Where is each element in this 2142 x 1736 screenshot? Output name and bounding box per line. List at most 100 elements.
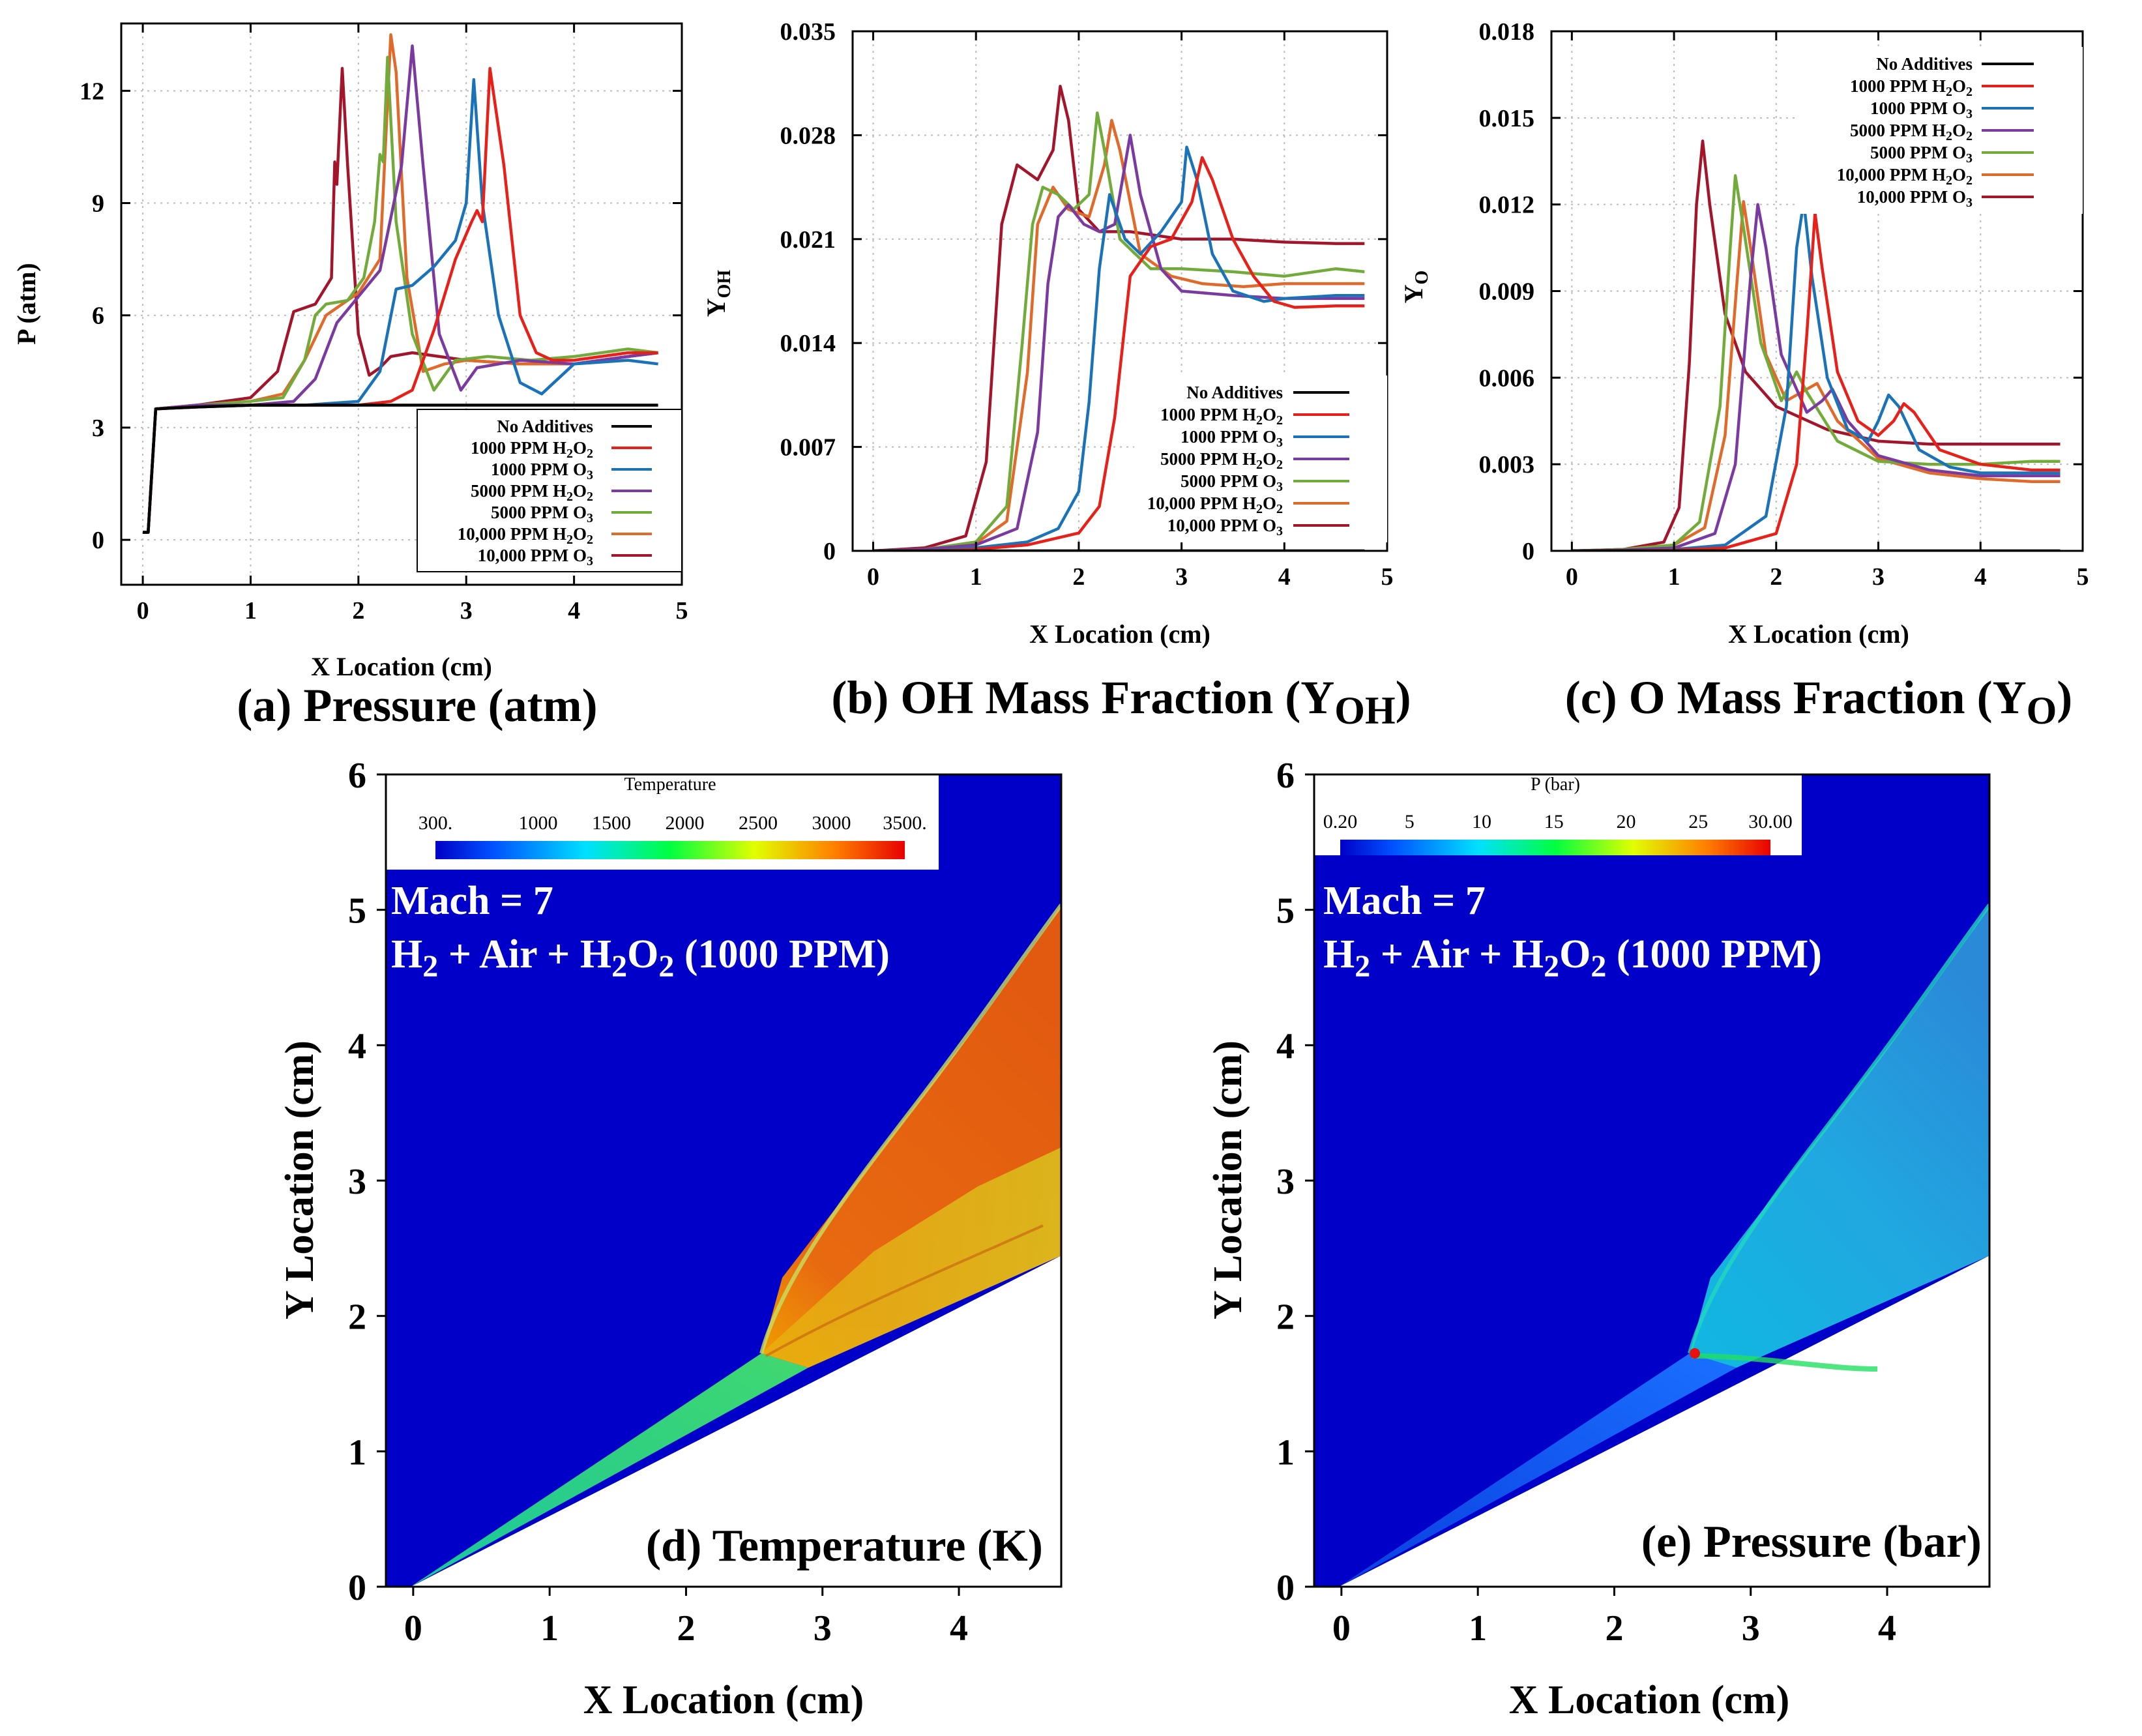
panel-b-ticks: 0 1 2 3 4 5 0 0.007 0.014 0.021 0.028 0.035 <box>780 18 1394 591</box>
x-tick-label: 0 <box>404 1608 422 1649</box>
triple-point-ridge <box>1692 1353 1878 1372</box>
panel-e-colorbar: P (bar) 0.20 5 10 15 20 25 30.00 <box>1314 774 1802 855</box>
triple-point-hotspot <box>1690 1348 1700 1359</box>
y-tick-label: 0.009 <box>1479 278 1535 306</box>
panel-a-caption: (a) Pressure (atm) <box>237 679 597 731</box>
x-tick-label: 4 <box>950 1608 968 1649</box>
colorbar-tick-label: 15 <box>1544 811 1564 832</box>
y-tick-label: 9 <box>92 190 104 218</box>
series-line <box>873 156 1365 551</box>
y-tick-label: 0 <box>348 1568 366 1608</box>
y-tick-label: 0.006 <box>1479 364 1535 392</box>
x-tick-label: 0 <box>867 563 879 591</box>
y-tick-label: 0.028 <box>780 122 836 149</box>
series-line <box>873 119 1365 551</box>
slip-line <box>765 1224 1044 1357</box>
series-line <box>1572 211 2061 551</box>
x-tick-label: 1 <box>244 597 257 625</box>
x-tick-label: 0 <box>1566 563 1578 591</box>
panel-d-caption: (d) Temperature (K) <box>646 1521 1043 1571</box>
y-tick-label: 0.003 <box>1479 451 1535 478</box>
x-tick-label: 3 <box>1175 563 1188 591</box>
series-line <box>1572 199 2061 551</box>
series-line <box>1572 203 2061 551</box>
y-tick-label: 2 <box>348 1297 366 1338</box>
colorbar-tick-label: 1000 <box>519 812 558 834</box>
panel-d-mixture-label: H2 + Air + H2O2 (1000 PPM) <box>391 932 890 984</box>
panel-b-oh-mass-fraction: 0 1 2 3 4 5 0 0.007 0.014 0.021 0.028 0.035 No Addi… <box>701 18 1411 732</box>
legend-label: 5000 PPM O3 <box>491 503 593 525</box>
x-tick-label: 3 <box>460 597 473 625</box>
panel-c-o-mass-fraction: 0 1 2 3 4 5 0 0.003 0.006 0.009 0.012 0.015 0.018 No… <box>1399 18 2089 732</box>
oblique-shock-region <box>411 1353 808 1587</box>
colorbar-tick-label: 0.20 <box>1323 811 1358 832</box>
panel-d-ylabel: Y Location (cm) <box>278 1040 322 1319</box>
series-line <box>873 85 1365 551</box>
panel-e-pressure-field: P (bar)0.20 5 10 15 20 25 30.00 Mach = 7 H2 + … <box>1206 756 1991 1722</box>
panel-a-frame <box>120 22 683 586</box>
colorbar-tick-label: 1500 <box>592 812 631 834</box>
x-tick-label: 4 <box>1878 1608 1896 1649</box>
colorbar-tick-label: 3500. <box>883 812 927 834</box>
y-tick-label: 5 <box>1276 891 1295 932</box>
x-tick-label: 3 <box>1742 1608 1760 1649</box>
legend-label: 1000 PPM H2O2 <box>471 438 593 461</box>
legend-box <box>1799 47 2083 214</box>
x-tick-label: 1 <box>540 1608 559 1649</box>
panel-c-lines <box>1572 140 2061 551</box>
y-tick-label: 0.014 <box>780 330 836 357</box>
y-tick-label: 6 <box>1276 756 1295 796</box>
panel-b-frame <box>851 30 1388 552</box>
colorbar-title: Temperature <box>624 774 716 795</box>
y-tick-label: 4 <box>1276 1026 1295 1067</box>
legend-label: 5000 PPM H2O2 <box>471 481 593 504</box>
lower-hot-region <box>761 1147 1061 1368</box>
colorbar-tick-label: 30.00 <box>1748 811 1793 832</box>
y-tick-label: 5 <box>348 891 366 932</box>
colorbar-tick-label: 25 <box>1688 811 1708 832</box>
series-line <box>1572 174 2061 551</box>
y-tick-label: 3 <box>92 415 104 442</box>
y-tick-label: 0.007 <box>780 434 836 462</box>
y-tick-label: 2 <box>1276 1297 1295 1338</box>
legend-label: 10,000 PPM O3 <box>1857 187 1973 210</box>
x-tick-label: 0 <box>1332 1608 1351 1649</box>
y-tick-label: 3 <box>1276 1162 1295 1202</box>
y-tick-label: 3 <box>348 1162 366 1202</box>
legend-label: 10,000 PPM O3 <box>1167 516 1283 538</box>
panel-b-ylabel: YOH <box>701 270 735 317</box>
colorbar-tick-label: 300. <box>418 812 453 834</box>
y-tick-label: 0 <box>92 527 104 554</box>
series-line <box>873 111 1365 551</box>
legend-label: 10,000 PPM H2O2 <box>1837 165 1973 188</box>
legend-label: 1000 PPM H2O2 <box>1160 405 1283 428</box>
colorbar-tick-label: 5 <box>1405 811 1415 832</box>
panel-e-caption: (e) Pressure (bar) <box>1641 1517 1982 1567</box>
wedge-surface <box>1339 1256 1989 1587</box>
panel-e-ticks: 0 1 2 3 4 0 1 2 3 4 5 6 <box>1276 756 1896 1649</box>
panel-c-caption: (c) O Mass Fraction (YO) <box>1565 671 2072 732</box>
x-tick-label: 2 <box>677 1608 695 1649</box>
x-tick-label: 2 <box>352 597 364 625</box>
legend-label: 5000 PPM O3 <box>1181 471 1283 494</box>
y-tick-label: 4 <box>348 1026 366 1067</box>
colorbar-tick-label: 2000 <box>666 812 705 834</box>
series-line <box>873 145 1365 551</box>
colorbar-gradient <box>1340 840 1770 855</box>
panel-e-xlabel: X Location (cm) <box>1509 1678 1789 1722</box>
x-tick-label: 1 <box>1668 563 1680 591</box>
panel-e-mixture-label: H2 + Air + H2O2 (1000 PPM) <box>1323 932 1822 984</box>
y-tick-label: 12 <box>80 78 104 105</box>
y-tick-label: 0 <box>1522 538 1534 565</box>
panel-c-ylabel: YO <box>1399 271 1432 304</box>
x-tick-label: 3 <box>1872 563 1885 591</box>
x-tick-label: 4 <box>568 597 580 625</box>
panel-e-ylabel: Y Location (cm) <box>1206 1040 1250 1319</box>
detonation-region <box>1690 905 1989 1368</box>
detonation-front <box>1688 904 1989 1354</box>
panel-e-mach-label: Mach = 7 <box>1323 879 1486 923</box>
y-tick-label: 0.015 <box>1479 105 1535 132</box>
legend-label: 5000 PPM H2O2 <box>1160 449 1283 472</box>
